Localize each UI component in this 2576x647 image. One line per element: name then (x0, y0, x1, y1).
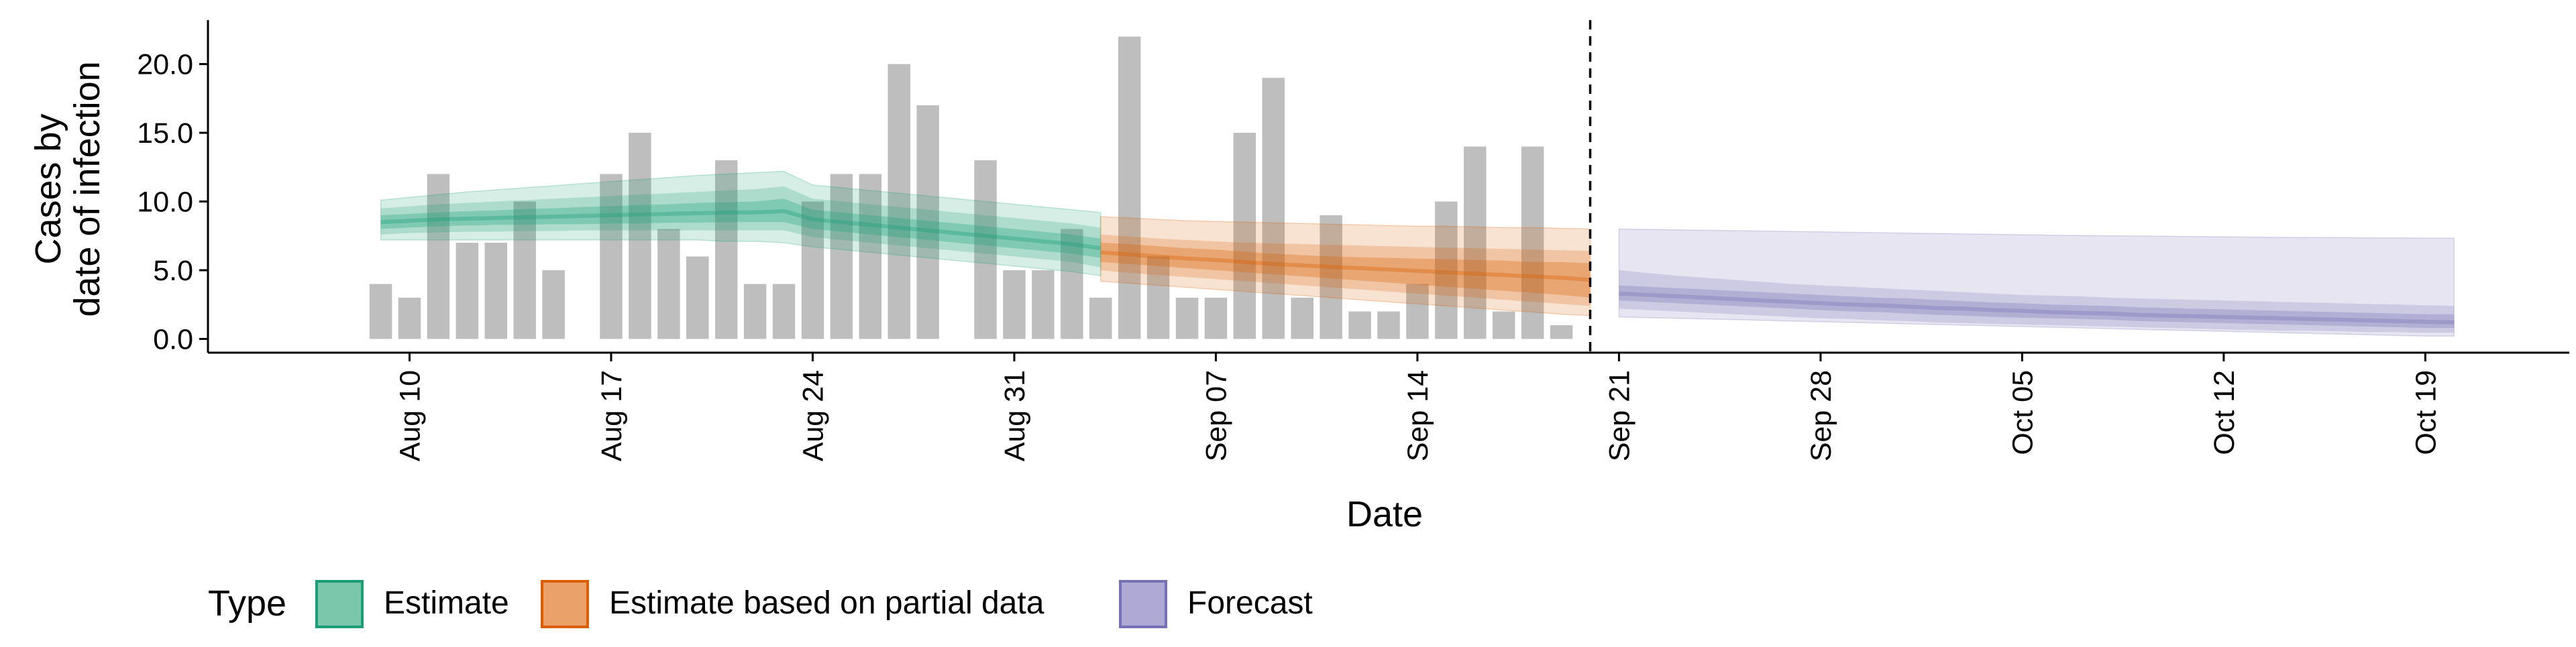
x-tick-label: Sep 28 (1805, 370, 1837, 461)
legend-label: Estimate based on partial data (609, 585, 1044, 621)
bar (484, 243, 508, 339)
x-tick-label: Oct 12 (2208, 370, 2241, 455)
y-axis-label-line-2: date of infection (67, 61, 107, 316)
x-axis-label: Date (1346, 494, 1423, 534)
bar (629, 133, 651, 339)
bar (1406, 284, 1429, 339)
bars-layer (369, 36, 1573, 339)
bar (1550, 325, 1573, 339)
y-tick-label: 5.0 (153, 255, 193, 287)
bar (743, 284, 767, 339)
legend-label: Estimate (384, 585, 509, 621)
bar (542, 270, 565, 339)
legend-label: Forecast (1187, 585, 1313, 621)
bar (686, 256, 709, 339)
ribbon-inner-estimate-based-on-partial-data (1100, 243, 1591, 298)
ribbon-outer-forecast (1618, 228, 2455, 337)
y-tick-label: 0.0 (153, 324, 193, 356)
x-tick-label: Oct 19 (2410, 370, 2442, 455)
bar (398, 298, 421, 339)
legend: Type Estimate Estimate based on partial da… (208, 580, 1313, 628)
bar (830, 174, 853, 339)
bar (714, 160, 738, 339)
bar (1032, 270, 1055, 339)
median-line-estimate (380, 209, 1102, 251)
y-tick-label: 15.0 (137, 117, 193, 150)
x-tick-label: Sep 21 (1603, 370, 1635, 461)
bar (1464, 146, 1487, 339)
y-axis-label-line-1: Cases by (28, 113, 68, 264)
y-tick-label: 10.0 (137, 186, 193, 219)
x-tick-label: Aug 17 (596, 370, 628, 461)
legend-swatch (541, 580, 589, 628)
bar (600, 174, 623, 339)
bar (427, 174, 450, 339)
ribbon-mid-forecast (1619, 270, 2455, 333)
bar (1262, 78, 1285, 339)
bar (1348, 311, 1371, 339)
ribbon-mid-estimate-based-on-partial-data (1100, 234, 1591, 306)
bar (1521, 146, 1544, 339)
bar (859, 174, 882, 339)
bar (1204, 298, 1228, 339)
bar (1492, 311, 1515, 339)
legend-title: Type (208, 583, 286, 624)
bar (455, 243, 479, 339)
bar (1061, 229, 1083, 339)
bar (1233, 133, 1256, 339)
bar (657, 229, 680, 339)
bar (1089, 298, 1112, 339)
bar (1118, 36, 1141, 339)
y-tick-label: 20.0 (137, 49, 193, 81)
bar (1003, 270, 1026, 339)
ribbon-outer-estimate (380, 170, 1102, 277)
bar (1291, 298, 1313, 339)
bar (916, 105, 939, 339)
bar (888, 64, 910, 339)
bar (513, 201, 536, 339)
x-tick-label: Sep 14 (1402, 370, 1434, 461)
ribbon-inner-forecast (1619, 285, 2455, 329)
x-tick-label: Aug 24 (797, 370, 829, 461)
x-tick-label: Oct 05 (2006, 370, 2039, 455)
x-tick-label: Sep 07 (1200, 370, 1232, 461)
ribbon-mid-estimate (380, 186, 1101, 268)
bar (801, 201, 824, 339)
bar (974, 160, 997, 339)
bar (1175, 298, 1199, 339)
bar (1377, 311, 1400, 339)
ribbons-layer (380, 170, 2455, 337)
bar (1435, 201, 1458, 339)
x-tick-label: Aug 10 (394, 370, 426, 461)
ribbon-inner-estimate (380, 198, 1101, 258)
legend-swatch (315, 580, 364, 628)
bar (1320, 215, 1342, 339)
median-line-estimate-based-on-partial-data (1100, 250, 1591, 282)
bar (1146, 256, 1170, 339)
bar (369, 284, 392, 339)
axes-layer: 0.0 5.0 10.0 15.0 20.0 Aug 10 Aug 17 Aug 24 Aug … (137, 20, 2569, 461)
median-line-forecast (1619, 291, 2455, 325)
bar (772, 284, 796, 339)
x-tick-label: Aug 31 (999, 370, 1031, 461)
legend-swatch (1119, 580, 1167, 628)
